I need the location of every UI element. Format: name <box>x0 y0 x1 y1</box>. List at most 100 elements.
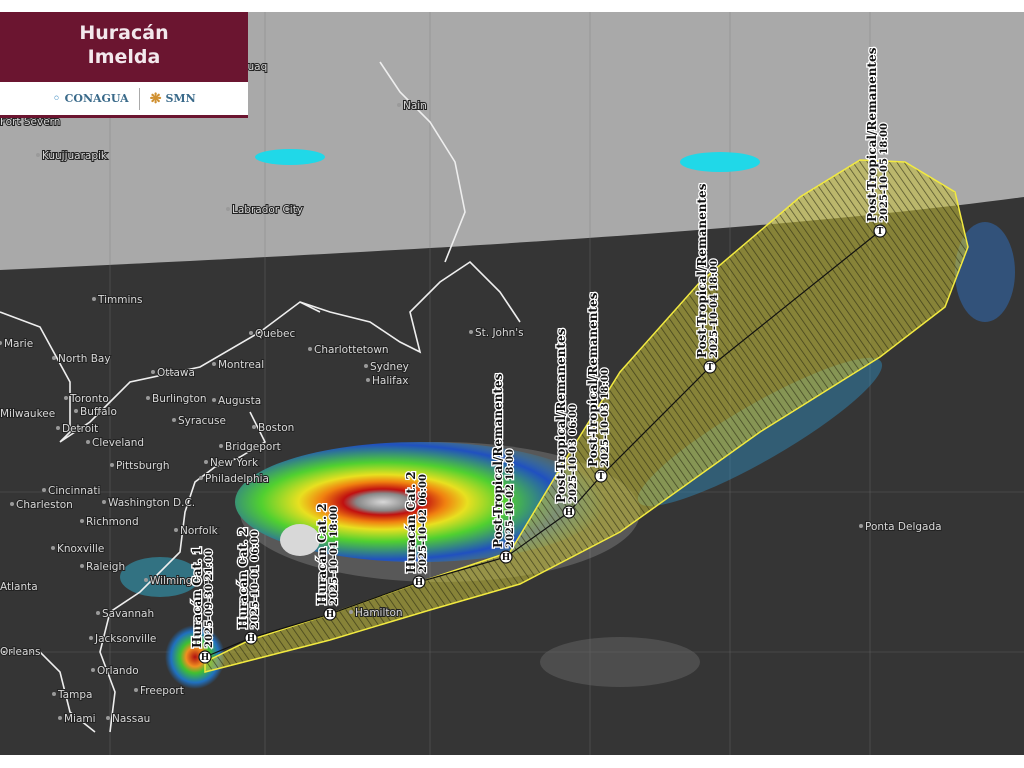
smn-logo: ❋ SMN <box>150 91 196 107</box>
hurricane-marker-icon <box>562 505 576 519</box>
city-label: Detroit <box>62 423 98 435</box>
banner-title-line2: Imelda <box>87 46 161 68</box>
track-point-date: 2025-10-01 06:00 <box>250 530 261 629</box>
city-label: Raleigh <box>86 561 125 573</box>
conagua-logo: ◦ CONAGUA <box>52 91 128 107</box>
city-label: St. John's <box>475 327 524 339</box>
city-label: Quebec <box>255 328 296 340</box>
city-dot <box>219 444 223 448</box>
city-label: Richmond <box>86 516 139 528</box>
banner-title-line1: Huracán <box>79 22 169 44</box>
city-label: Tampa <box>57 689 92 701</box>
city-label: Washington D.C. <box>108 497 195 509</box>
hurricane-marker-icon <box>244 631 258 645</box>
marker-letter: H <box>326 610 335 620</box>
coastlines <box>0 61 521 733</box>
smn-logo-text: SMN <box>165 92 196 105</box>
city-label: Pittsburgh <box>116 460 170 472</box>
city-labels: KuujjuaqNainFort SevernKuujjuarapikLabra… <box>0 60 943 726</box>
city-dot <box>64 396 68 400</box>
hurricane-marker-icon <box>198 650 212 664</box>
city-label: Marie <box>4 338 33 350</box>
city-dot <box>80 519 84 523</box>
city-dot <box>89 636 93 640</box>
city-dot <box>397 103 401 107</box>
city-dot <box>212 398 216 402</box>
conagua-logo-text: CONAGUA <box>64 92 129 105</box>
track-point: Huracán Cat. 2 2025-10-01 06:00 H <box>235 526 262 645</box>
city-dot <box>10 502 14 506</box>
city-label: Knoxville <box>57 543 104 555</box>
city-dot <box>144 578 148 582</box>
hurricane-marker-icon <box>499 550 513 564</box>
city-label: Atlanta <box>0 581 38 593</box>
city-label: Nain <box>403 100 427 112</box>
track-point: Huracán Cat. 2 2025-10-02 06:00 H <box>403 470 430 589</box>
city-dot <box>212 362 216 366</box>
marker-letter: H <box>415 578 424 588</box>
city-dot <box>308 347 312 351</box>
city-label: Fort Severn <box>0 116 60 128</box>
marker-letter: T <box>707 363 714 373</box>
city-dot <box>36 153 40 157</box>
city-dot <box>106 716 110 720</box>
city-label: Philadelphia <box>205 473 269 485</box>
city-label: Labrador City <box>232 204 303 216</box>
city-dot <box>174 528 178 532</box>
city-dot <box>91 668 95 672</box>
city-dot <box>56 426 60 430</box>
hurricane-marker-icon <box>323 607 337 621</box>
track-point-date: 2025-10-01 18:00 <box>329 506 340 605</box>
track-point-title: Huracán Cat. 2 <box>404 471 418 573</box>
track-point: Post-Tropical/Remanentes 2025-10-04 18:00… <box>694 182 721 374</box>
city-label: Orleans <box>0 646 41 658</box>
city-dot <box>249 331 253 335</box>
track-point-title: Huracán Cat. 2 <box>236 527 250 629</box>
city-label: Boston <box>258 422 294 434</box>
marker-letter: T <box>598 472 605 482</box>
marker-letter: H <box>502 553 511 563</box>
track-point-title: Post-Tropical/Remanentes <box>554 328 568 503</box>
city-dot <box>226 207 230 211</box>
track-point: Huracán Cat. 2 2025-10-01 18:00 H <box>314 502 341 621</box>
satellite-map: KuujjuaqNainFort SevernKuujjuarapikLabra… <box>0 12 1024 755</box>
city-label: Freeport <box>140 685 184 697</box>
city-label: Syracuse <box>178 415 226 427</box>
track-point-title: Huracán Cat. 2 <box>315 503 329 605</box>
city-label: Nassau <box>112 713 150 725</box>
city-dot <box>146 396 150 400</box>
city-label: Toronto <box>69 393 109 405</box>
no-data-region <box>0 12 1024 270</box>
marker-letter: H <box>247 634 256 644</box>
city-label: Halifax <box>372 375 409 387</box>
city-label: Kuujjuarapik <box>42 150 108 162</box>
city-label: Milwaukee <box>0 408 55 420</box>
city-label: Norfolk <box>180 525 219 537</box>
track-point: Huracán Cat. 1 2025-09-30 21:00 H <box>189 545 216 664</box>
city-label: Montreal <box>218 359 264 371</box>
track-point-date: 2025-10-03 06:00 <box>568 404 579 503</box>
city-dot <box>102 500 106 504</box>
city-dot <box>96 611 100 615</box>
track-point-date: 2025-10-04 18:00 <box>709 259 720 358</box>
track-point-title: Post-Tropical/Remanentes <box>491 373 505 548</box>
post-tropical-marker-icon <box>873 224 887 238</box>
track-point-date: 2025-10-02 06:00 <box>418 474 429 573</box>
city-label: Cincinnati <box>48 485 100 497</box>
track-point: Post-Tropical/Remanentes 2025-10-05 18:00… <box>864 46 891 238</box>
city-dot <box>0 341 2 345</box>
track-point-title: Post-Tropical/Remanentes <box>695 183 709 358</box>
marker-letter: H <box>565 508 574 518</box>
track-point-title: Post-Tropical/Remanentes <box>865 47 879 222</box>
city-dot <box>252 425 256 429</box>
city-label: Burlington <box>152 393 207 405</box>
marker-letter: H <box>201 653 210 663</box>
city-dot <box>52 692 56 696</box>
city-dot <box>859 524 863 528</box>
city-label: Ottawa <box>157 367 195 379</box>
city-label: Sydney <box>370 361 409 373</box>
city-dot <box>110 463 114 467</box>
city-label: Charlottetown <box>314 344 389 356</box>
post-tropical-marker-icon <box>703 360 717 374</box>
logo-divider <box>138 87 140 110</box>
